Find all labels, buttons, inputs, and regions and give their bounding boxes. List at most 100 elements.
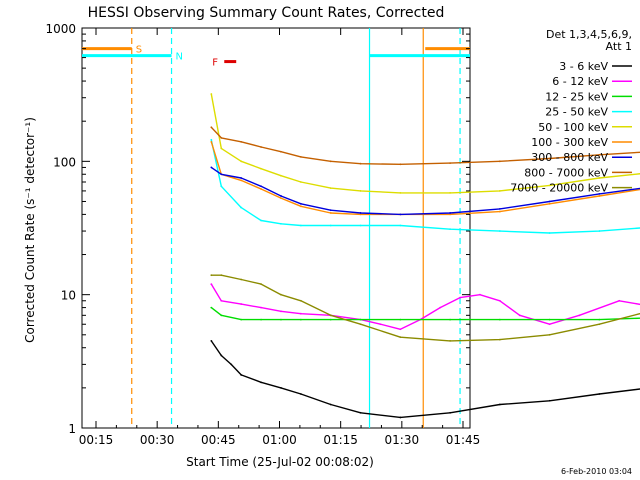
x-tick-label-1: 00:30 — [140, 433, 175, 447]
data-point-8-1 — [220, 274, 223, 277]
data-point-6-12 — [598, 192, 601, 195]
data-point-3-7 — [359, 224, 362, 227]
y-axis-label: Corrected Count Rate (s⁻¹ detector⁻¹) — [23, 117, 37, 343]
data-point-6-10 — [498, 207, 501, 210]
data-point-5-2 — [240, 179, 243, 182]
vertical-markers — [131, 28, 461, 428]
data-point-7-12 — [598, 153, 601, 156]
data-point-0-1 — [220, 354, 223, 357]
data-point-7-10 — [498, 160, 501, 163]
data-point-8-12 — [598, 323, 601, 326]
data-point-2-7 — [359, 318, 362, 321]
data-point-3-12 — [598, 230, 601, 232]
data-point-3-3 — [260, 219, 262, 222]
legend-header-0: Det 1,3,4,5,6,9, — [546, 28, 632, 41]
data-point-1-4 — [280, 310, 282, 313]
plot-frame — [81, 27, 471, 429]
data-point-4-12 — [598, 177, 601, 179]
data-point-8-11 — [548, 333, 551, 336]
data-point-6-7 — [359, 212, 362, 214]
data-point-7-11 — [548, 157, 551, 160]
data-point-8-2 — [240, 278, 243, 281]
data-point-5-0 — [210, 140, 213, 143]
data-point-6-2 — [240, 177, 243, 179]
data-point-2-9 — [449, 318, 452, 321]
data-point-7-0 — [210, 126, 213, 129]
x-tick-label-5: 01:30 — [385, 433, 420, 447]
legend: Det 1,3,4,5,6,9,Att 1 3 - 6 keV 6 - 12 keV… — [510, 28, 632, 195]
data-point-8-4 — [280, 293, 282, 296]
data-point-0-11 — [498, 403, 501, 406]
legend-label-8: 7000 - 20000 keV — [510, 182, 608, 195]
data-point-7-5 — [299, 155, 302, 158]
data-point-0-3 — [240, 374, 243, 376]
data-point-7-4 — [280, 150, 282, 153]
legend-label-4: 50 - 100 keV — [538, 121, 608, 134]
data-point-4-11 — [548, 184, 551, 187]
data-point-2-8 — [399, 318, 402, 321]
data-point-5-6 — [329, 212, 332, 214]
legend-label-0: 3 - 6 keV — [559, 60, 608, 73]
data-point-6-1 — [220, 173, 223, 176]
data-point-4-5 — [299, 181, 302, 183]
x-tick-label-3: 01:00 — [262, 433, 297, 447]
data-point-4-6 — [329, 187, 332, 189]
data-point-6-6 — [329, 209, 332, 212]
data-point-3-1 — [220, 185, 223, 188]
y-tick-label-2: 100 — [53, 155, 76, 169]
data-point-7-7 — [359, 162, 362, 165]
data-point-8-7 — [359, 323, 362, 326]
data-point-3-5 — [299, 224, 302, 227]
data-point-3-4 — [280, 222, 282, 225]
data-point-2-4 — [280, 318, 282, 321]
data-point-4-10 — [498, 190, 501, 192]
data-point-7-2 — [240, 140, 243, 143]
data-point-4-0 — [210, 93, 213, 95]
timestamp-footer: 6-Feb-2010 03:04 — [561, 467, 632, 476]
y-tick-label-1: 10 — [61, 289, 76, 303]
data-point-1-14 — [498, 299, 501, 302]
data-point-7-1 — [220, 136, 223, 139]
data-point-4-1 — [220, 147, 223, 150]
legend-label-6: 300 - 800 keV — [531, 151, 608, 164]
data-point-1-18 — [618, 299, 621, 302]
data-point-5-9 — [449, 213, 452, 216]
data-point-3-10 — [498, 230, 501, 232]
data-point-1-2 — [240, 303, 243, 305]
data-point-8-8 — [399, 336, 402, 339]
data-point-7-6 — [329, 160, 332, 163]
data-point-8-6 — [329, 314, 332, 317]
data-point-2-10 — [498, 318, 501, 321]
data-point-3-8 — [399, 224, 402, 227]
data-point-2-6 — [329, 318, 332, 321]
data-point-7-8 — [399, 163, 402, 166]
data-point-2-3 — [260, 318, 262, 321]
data-point-3-6 — [329, 224, 332, 227]
y-tick-label-3: 1000 — [45, 22, 76, 36]
data-point-6-5 — [299, 202, 302, 205]
data-point-1-15 — [518, 314, 521, 317]
data-point-7-9 — [449, 162, 452, 164]
data-point-4-8 — [399, 191, 402, 194]
data-point-5-3 — [260, 188, 262, 190]
data-point-1-11 — [439, 306, 442, 309]
x-tick-label-6: 01:45 — [446, 433, 481, 447]
legend-label-7: 800 - 7000 keV — [524, 166, 608, 179]
x-tick-label-2: 00:45 — [201, 433, 236, 447]
data-point-1-5 — [299, 312, 302, 315]
data-point-0-10 — [449, 411, 452, 414]
data-point-0-9 — [399, 416, 402, 419]
series-line-0 — [210, 340, 640, 419]
data-point-0-7 — [329, 403, 332, 406]
data-point-8-9 — [449, 340, 452, 342]
data-point-5-4 — [280, 197, 282, 199]
plot-border — [81, 27, 471, 429]
data-point-1-1 — [220, 299, 223, 302]
data-point-4-4 — [280, 174, 282, 177]
series-lines — [210, 93, 640, 419]
data-point-1-13 — [479, 293, 481, 296]
data-point-5-7 — [359, 213, 362, 216]
data-point-7-3 — [260, 146, 262, 148]
data-point-1-16 — [548, 323, 551, 326]
